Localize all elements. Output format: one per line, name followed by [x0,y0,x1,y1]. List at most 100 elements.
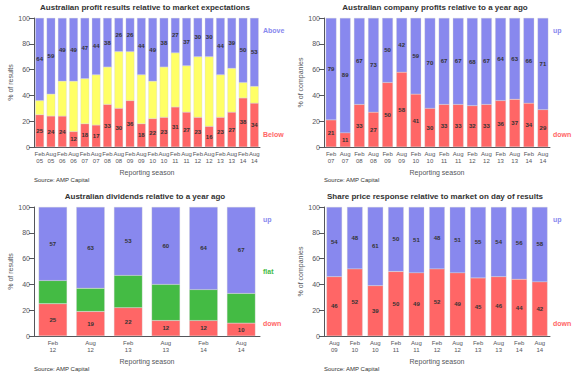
svg-text:Feb: Feb [391,340,402,346]
svg-text:Aug: Aug [249,151,260,157]
svg-text:Aug: Aug [534,340,545,346]
svg-text:Below: Below [263,131,284,138]
svg-text:05: 05 [48,158,55,164]
svg-text:Aug: Aug [509,151,520,157]
svg-text:12: 12 [195,158,202,164]
svg-text:Feb: Feb [439,151,450,157]
svg-text:30: 30 [206,34,213,40]
svg-text:53: 53 [125,238,132,244]
svg-text:Feb: Feb [524,151,535,157]
svg-text:44: 44 [217,43,224,49]
svg-text:40: 40 [312,281,320,288]
svg-text:Feb: Feb [57,151,68,157]
svg-text:100: 100 [18,204,30,211]
svg-text:39: 39 [372,308,379,314]
svg-text:37: 37 [511,120,518,126]
svg-text:Feb: Feb [382,151,393,157]
svg-text:67: 67 [455,58,462,64]
svg-text:68: 68 [469,59,476,65]
svg-text:14: 14 [525,158,532,164]
svg-text:40: 40 [22,92,30,99]
svg-text:Australian dividends relative: Australian dividends relative to a year … [65,192,226,201]
svg-text:24: 24 [59,129,66,135]
svg-text:12: 12 [70,136,77,142]
svg-text:Feb: Feb [495,151,506,157]
svg-text:11: 11 [441,158,448,164]
svg-text:24: 24 [48,129,55,135]
svg-text:% of results: % of results [7,64,14,101]
svg-text:12: 12 [49,347,56,353]
svg-text:Aug: Aug [370,340,381,346]
svg-text:66: 66 [525,58,532,64]
svg-text:31: 31 [172,124,179,130]
svg-text:Feb: Feb [350,340,361,346]
svg-text:36: 36 [127,121,134,127]
svg-text:67: 67 [356,58,363,64]
svg-text:14: 14 [238,347,245,353]
svg-text:Aug: Aug [46,151,57,157]
svg-text:09: 09 [138,158,145,164]
svg-text:27: 27 [172,32,179,38]
svg-text:44: 44 [516,305,523,311]
svg-text:13: 13 [511,158,518,164]
svg-text:14: 14 [516,347,523,353]
svg-text:30: 30 [115,125,122,131]
svg-text:67: 67 [238,247,245,253]
svg-text:36: 36 [497,121,504,127]
svg-text:27: 27 [183,127,190,133]
svg-text:25: 25 [49,317,56,323]
svg-text:48: 48 [434,235,441,241]
svg-text:flat: flat [263,268,274,275]
svg-text:Feb: Feb [467,151,478,157]
svg-text:Source: AMP Capital: Source: AMP Capital [34,366,89,372]
svg-text:49: 49 [149,47,156,53]
svg-text:59: 59 [412,53,419,59]
svg-text:0: 0 [26,333,30,340]
svg-text:14: 14 [536,347,543,353]
svg-text:27: 27 [228,127,235,133]
svg-text:Feb: Feb [326,151,337,157]
svg-text:Aug: Aug [85,340,96,346]
svg-text:Feb: Feb [473,340,484,346]
svg-text:Aug: Aug [329,340,340,346]
svg-text:58: 58 [398,107,405,113]
svg-text:Feb: Feb [238,151,249,157]
svg-text:12: 12 [469,158,476,164]
svg-text:80: 80 [312,40,320,47]
svg-text:Source: AMP Capital: Source: AMP Capital [324,366,379,372]
svg-text:50: 50 [384,47,391,53]
svg-text:Feb: Feb [193,151,204,157]
svg-text:14: 14 [540,158,547,164]
svg-text:09: 09 [331,347,338,353]
svg-text:07: 07 [342,158,349,164]
svg-text:54: 54 [331,239,338,245]
svg-text:Aug: Aug [159,151,170,157]
svg-text:33: 33 [441,123,448,129]
svg-text:17: 17 [93,133,100,139]
svg-text:38: 38 [161,40,168,46]
svg-text:49: 49 [70,47,77,53]
svg-text:42: 42 [536,306,543,312]
svg-text:14: 14 [251,158,258,164]
svg-text:45: 45 [475,304,482,310]
svg-text:Aug: Aug [452,340,463,346]
svg-text:38: 38 [104,40,111,46]
svg-text:49: 49 [454,301,461,307]
svg-text:21: 21 [328,130,335,136]
svg-text:07: 07 [93,158,100,164]
svg-text:52: 52 [351,299,358,305]
svg-text:Aug: Aug [396,151,407,157]
svg-text:13: 13 [162,347,169,353]
svg-text:10: 10 [372,347,379,353]
svg-text:16: 16 [206,134,213,140]
svg-text:48: 48 [351,235,358,241]
svg-text:39: 39 [228,40,235,46]
svg-text:Aug: Aug [481,151,492,157]
svg-text:10: 10 [149,158,156,164]
svg-text:Aug: Aug [538,151,549,157]
svg-text:23: 23 [217,129,224,135]
svg-text:59: 59 [48,53,55,59]
svg-text:80: 80 [22,229,30,236]
svg-text:100: 100 [308,204,320,211]
svg-text:05: 05 [36,158,43,164]
